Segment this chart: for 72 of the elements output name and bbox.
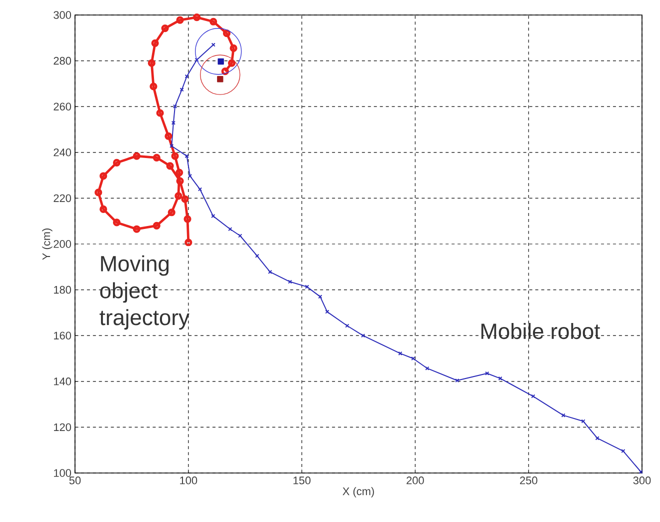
point: [455, 378, 460, 383]
point: [172, 104, 178, 108]
point: [100, 205, 108, 213]
point: [184, 215, 192, 223]
point: [174, 192, 182, 200]
point: [164, 132, 172, 140]
x-axis-title: X (cm): [342, 487, 374, 498]
y-tick-label: 220: [54, 194, 72, 202]
y-tick-label: 180: [54, 286, 72, 294]
point: [222, 30, 231, 38]
y-axis-title: Y (cm): [42, 228, 52, 260]
point: [181, 195, 189, 203]
point: [166, 162, 174, 170]
point: [345, 324, 350, 328]
point: [132, 225, 140, 233]
point: [211, 214, 216, 218]
point: [360, 334, 366, 338]
point: [561, 413, 566, 418]
y-tick-label: 280: [54, 56, 72, 65]
point: [180, 88, 184, 92]
y-tick-label: 260: [54, 102, 72, 110]
point: [595, 436, 600, 440]
point: [152, 154, 160, 162]
x-tick-label: 100: [180, 476, 198, 484]
point: [193, 14, 201, 22]
point: [94, 188, 102, 196]
x-tick-label: 250: [520, 476, 538, 484]
point: [318, 294, 322, 299]
point: [176, 177, 184, 185]
y-tick-label: 120: [54, 423, 72, 432]
x-tick-label: 50: [69, 476, 81, 484]
point: [304, 284, 310, 289]
point: [150, 82, 158, 90]
annotation: Moving object trajectory: [100, 255, 190, 330]
point: [112, 218, 121, 226]
annotation: Mobile robot: [481, 322, 600, 340]
point: [217, 76, 224, 82]
y-tick-label: 140: [54, 378, 72, 386]
point: [168, 208, 176, 216]
point: [411, 356, 416, 361]
x-tick-label: 150: [293, 476, 311, 484]
y-tick-label: 300: [54, 11, 72, 19]
point: [218, 58, 224, 65]
point: [228, 59, 236, 67]
point: [176, 168, 184, 176]
y-tick-label: 160: [54, 332, 72, 340]
point: [268, 270, 272, 274]
point: [230, 44, 238, 52]
point: [184, 74, 189, 78]
point: [112, 158, 121, 166]
x-tick-label: 200: [406, 476, 424, 484]
point: [425, 366, 430, 370]
point: [152, 222, 160, 230]
point: [161, 24, 169, 32]
point: [156, 109, 164, 117]
point: [325, 310, 330, 314]
point: [170, 144, 174, 148]
point: [132, 152, 140, 160]
point: [531, 394, 536, 398]
y-tick-label: 240: [54, 148, 72, 156]
point: [621, 448, 626, 454]
point: [188, 174, 192, 178]
y-tick-label: 200: [54, 240, 72, 248]
point: [100, 172, 108, 180]
x-tick-label: 300: [633, 476, 651, 484]
point: [151, 39, 159, 47]
point: [148, 59, 156, 67]
point: [171, 152, 179, 160]
point: [176, 16, 184, 24]
point: [210, 18, 218, 26]
point: [581, 419, 586, 424]
y-tick-label: 100: [54, 469, 72, 477]
